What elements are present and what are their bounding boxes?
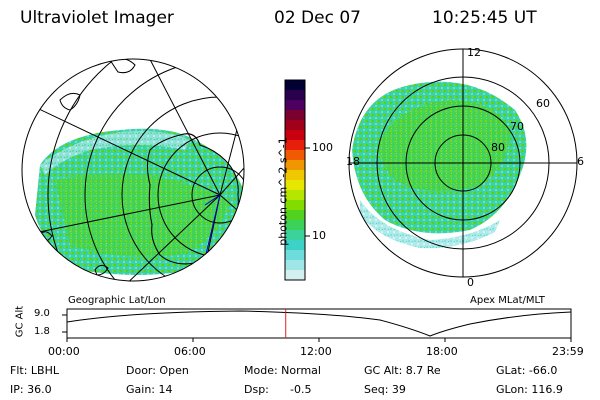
colorbar-swatch [285, 170, 305, 181]
info-gain: Gain: 14 [126, 383, 173, 396]
colorbar-swatch [285, 80, 305, 91]
geographic-map [21, 58, 245, 282]
colorbar-swatch [285, 120, 305, 131]
info-flt: Flt: LBHL [10, 364, 59, 377]
info-gc-alt: GC Alt: 8.7 Re [364, 364, 441, 377]
colorbar-swatch [285, 230, 305, 241]
info-glon: GLon: 116.9 [496, 383, 563, 396]
magnetic-polar-map [348, 48, 578, 278]
magnetic-caption: Apex MLat/MLT [470, 295, 545, 306]
colorbar-unit-label: photon cm^-2 s^-1 [277, 137, 290, 247]
info-dsp-value: -0.5 [290, 383, 312, 396]
mlt-label-top: 12 [467, 46, 481, 59]
date-label: 02 Dec 07 [274, 8, 361, 28]
timeline-y-label: GC Alt [14, 305, 26, 338]
mlt-label-right: 6 [577, 155, 584, 168]
colorbar-swatch [285, 100, 305, 111]
colorbar-unit-text: photon cm^-2 s^-1 [276, 137, 290, 246]
info-seq: Seq: 39 [364, 383, 406, 396]
colorbar [285, 80, 305, 281]
altitude-curve [66, 310, 572, 337]
mlt-label-bottom: 0 [467, 276, 474, 289]
info-door: Door: Open [126, 364, 189, 377]
info-mode: Mode: Normal [244, 364, 321, 377]
info-ip: IP: 36.0 [10, 383, 52, 396]
colorbar-swatch [285, 200, 305, 211]
timeline-xtick-2: 12:00 [300, 345, 332, 358]
geographic-caption: Geographic Lat/Lon [68, 295, 166, 306]
colorbar-tick-100: 100 [312, 141, 333, 154]
colorbar-swatch [285, 150, 305, 161]
timeline-xtick-0: 00:00 [48, 345, 80, 358]
info-glat: GLat: -66.0 [496, 364, 558, 377]
timeline-plot [62, 308, 572, 342]
colorbar-swatch [285, 190, 305, 201]
colorbar-swatch [285, 220, 305, 231]
lat-label-60: 60 [536, 97, 550, 110]
timeline-ytick-high: 9.0 [34, 308, 50, 319]
colorbar-swatch [285, 130, 305, 141]
colorbar-swatch [285, 140, 305, 151]
colorbar-swatch [285, 110, 305, 121]
time-label: 10:25:45 UT [432, 8, 537, 28]
instrument-title: Ultraviolet Imager [20, 8, 174, 28]
timeline-xtick-4: 23:59 [552, 345, 584, 358]
mlt-label-left: 18 [346, 155, 360, 168]
colorbar-swatch [285, 240, 305, 251]
colorbar-swatch [285, 180, 305, 191]
colorbar-swatch [285, 160, 305, 171]
colorbar-swatch [285, 210, 305, 221]
colorbar-swatch [285, 90, 305, 101]
lat-label-70: 70 [510, 120, 524, 133]
colorbar-swatch [285, 250, 305, 261]
colorbar-tick-10: 10 [312, 229, 326, 242]
timeline-xtick-1: 06:00 [174, 345, 206, 358]
lat-label-80: 80 [491, 141, 505, 154]
info-dsp: Dsp: [244, 383, 269, 396]
colorbar-swatch [285, 260, 305, 271]
timeline-xtick-3: 18:00 [426, 345, 458, 358]
timeline-ytick-low: 1.8 [34, 326, 50, 337]
colorbar-swatch [285, 270, 305, 281]
